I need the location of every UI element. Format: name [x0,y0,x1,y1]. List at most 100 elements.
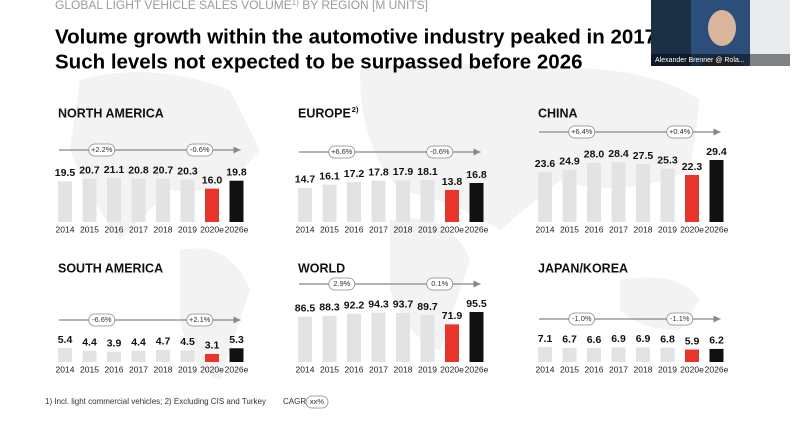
value-label: 23.6 [535,158,556,170]
x-tick-label: 2017 [369,364,388,374]
value-label: 17.2 [344,168,365,180]
cagr-pill [426,277,454,291]
x-tick-label: 2015 [80,364,99,374]
bar [298,316,312,362]
x-tick-label: 2014 [536,224,555,234]
cagr-label: -1.0% [572,314,592,323]
value-label: 93.7 [393,299,414,311]
bar [445,324,459,362]
cagr-label: -1.1% [670,314,690,323]
bar [562,169,577,222]
x-tick-label: 2017 [369,224,388,234]
value-label: 6.9 [611,333,626,345]
bar [538,172,552,222]
x-tick-label: 2020e [440,364,464,374]
x-tick-label: 2016 [585,224,604,234]
value-label: 3.1 [205,340,220,352]
bar [420,180,435,222]
x-tick-label: 2026e [705,364,729,374]
bar [347,182,361,222]
x-tick-label: 2018 [634,224,653,234]
chart-title: WORLD [298,261,345,275]
x-tick-label: 2026e [705,224,729,234]
bar [685,349,699,362]
x-tick-label: 2019 [418,364,437,374]
bar [322,184,337,222]
value-label: 6.6 [587,334,602,346]
value-label: 6.2 [709,335,724,347]
cagr-pill [328,145,356,159]
bar [156,349,170,362]
x-tick-label: 2019 [178,364,197,374]
bar [562,347,577,362]
value-label: 5.3 [229,334,244,346]
value-label: 6.8 [660,333,675,345]
value-label: 20.7 [79,165,100,177]
header-tail: BY REGION [M UNITS] [299,0,428,12]
value-label: 20.7 [153,165,174,177]
x-tick-label: 2019 [178,224,197,234]
value-label: 17.8 [368,166,389,178]
value-label: 28.0 [584,149,605,161]
cagr-label: +2.1% [189,315,211,324]
bar [229,348,244,362]
x-tick-label: 2016 [105,224,124,234]
cagr-label: +6.4% [571,127,593,136]
bar [205,353,219,362]
x-tick-label: 2026e [465,224,489,234]
x-tick-label: 2014 [296,224,315,234]
x-tick-label: 2016 [345,364,364,374]
value-label: 25.3 [657,154,678,166]
x-tick-label: 2014 [536,364,555,374]
value-label: 95.5 [466,298,487,310]
x-tick-label: 2026e [225,224,249,234]
value-label: 6.9 [636,333,651,345]
bar [660,347,675,362]
chart-title: JAPAN/KOREA [538,261,628,275]
bar [587,348,601,362]
bar [131,350,146,362]
x-tick-label: 2016 [345,224,364,234]
value-label: 5.9 [685,335,700,347]
chart-title: SOUTH AMERICA [58,261,163,275]
x-tick-label: 2020e [440,224,464,234]
cagr-label: 0.1% [431,279,448,288]
value-label: 24.9 [559,155,580,167]
cagr-label: +6.6% [331,147,353,156]
header: GLOBAL LIGHT VEHICLE SALES VOLUME1) BY R… [55,0,428,12]
cagr-legend-example: xx% [310,397,325,406]
value-label: 4.4 [82,336,97,348]
value-label: 27.5 [633,150,654,162]
value-label: 13.8 [442,176,463,188]
x-tick-label: 2014 [56,364,75,374]
x-tick-label: 2018 [634,364,653,374]
x-tick-label: 2026e [465,364,489,374]
camera-tile: Alexander Brenner @ Rola... [651,0,790,66]
cagr-pill [426,145,454,159]
bar [156,178,170,222]
x-tick-label: 2026e [225,364,249,374]
bar [469,183,484,222]
bar [709,160,724,222]
bar [205,188,219,222]
chart-title-note: 2) [352,105,359,114]
x-tick-label: 2016 [585,364,604,374]
value-label: 17.9 [393,166,414,178]
cagr-pill [88,313,116,327]
x-tick-label: 2019 [418,224,437,234]
x-tick-label: 2014 [56,224,75,234]
value-label: 18.1 [417,166,438,178]
x-tick-label: 2020e [200,224,224,234]
cagr-pill [568,125,596,139]
bar [82,178,97,222]
cagr-label: -6.6% [92,315,112,324]
x-tick-label: 2018 [154,224,173,234]
chart-title: NORTH AMERICA [58,106,164,120]
x-tick-label: 2015 [320,224,339,234]
bar [58,181,72,222]
bar [180,179,195,222]
bar [371,180,386,222]
cagr-label: 2.9% [333,279,350,288]
value-label: 86.5 [295,302,316,314]
slide-title: Volume growth within the automotive indu… [55,25,662,48]
